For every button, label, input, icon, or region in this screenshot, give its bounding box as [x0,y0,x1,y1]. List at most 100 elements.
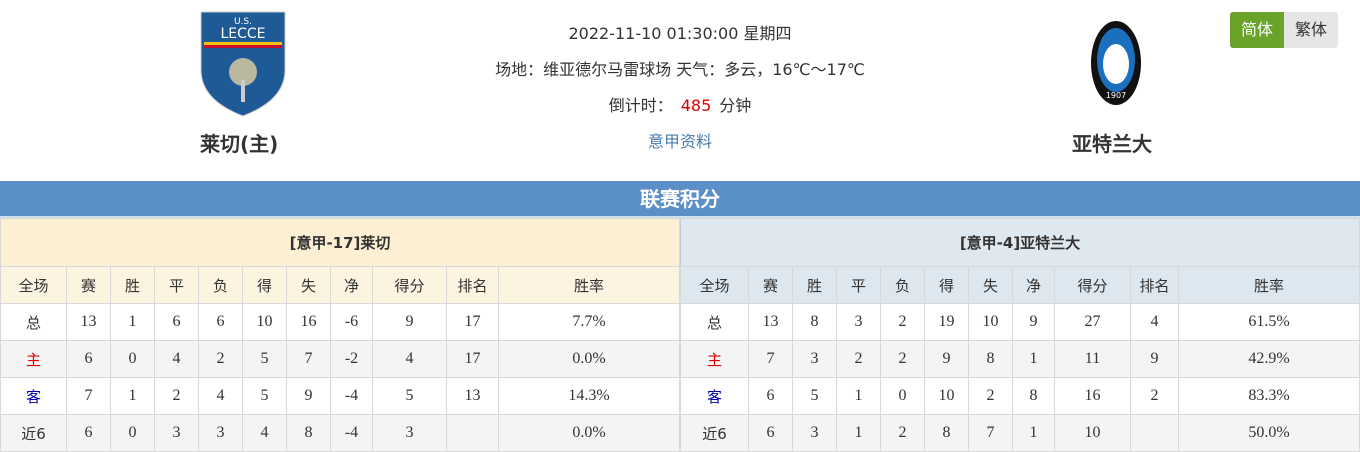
table-cell: 5 [792,377,837,415]
team-standing-title: [意甲-4]亚特兰大 [680,218,1360,267]
table-cell: 4 [198,377,243,415]
table-cell: 8 [968,340,1013,378]
row-label: 主 [680,340,749,378]
table-cell: 9 [1012,303,1055,341]
table-cell: 0.0% [498,414,680,452]
column-header: 赛 [748,266,793,304]
column-header: 失 [286,266,331,304]
column-header: 净 [1012,266,1055,304]
table-cell: 17 [446,303,499,341]
column-header: 得分 [372,266,447,304]
table-cell: 1 [1012,340,1055,378]
league-info-link[interactable]: 意甲资料 [647,132,712,151]
column-header: 全场 [0,266,67,304]
match-header: U.S. LECCE 莱切(主) 2022-11-10 01:30:00 星期四… [0,0,1360,181]
column-header: 得 [924,266,969,304]
table-cell: 2 [880,303,925,341]
table-cell: 0 [880,377,925,415]
venue-weather: 场地：维亚德尔马雷球场 天气：多云，16℃～17℃ [495,60,865,79]
table-cell: 1 [836,414,881,452]
table-cell: 4 [154,340,199,378]
table-cell: -2 [330,340,373,378]
column-header: 负 [880,266,925,304]
countdown-label: 倒计时： [608,96,673,115]
row-label: 主 [0,340,67,378]
table-cell: 2 [1130,377,1179,415]
table-cell: 2 [154,377,199,415]
table-row: 总 13 1 6 6 10 16 -6 9 17 7.7% [0,303,680,341]
column-header: 得 [242,266,287,304]
column-header: 胜率 [498,266,680,304]
column-header: 失 [968,266,1013,304]
table-cell: 0 [110,414,155,452]
row-label: 客 [680,377,749,415]
svg-text:1907: 1907 [1106,91,1126,100]
table-cell: 2 [198,340,243,378]
table-cell: 0.0% [498,340,680,378]
home-team-name[interactable]: 莱切(主) [200,132,279,156]
table-cell: 83.3% [1178,377,1360,415]
table-cell: 19 [924,303,969,341]
table-cell: 1 [110,303,155,341]
traditional-chinese-button[interactable]: 繁体 [1284,12,1338,48]
table-cell: 13 [66,303,111,341]
table-row: 近6 6 0 3 3 4 8 -4 3 0.0% [0,414,680,452]
countdown-unit: 分钟 [719,96,752,115]
row-label: 近6 [680,414,749,452]
table-cell: 5 [372,377,447,415]
table-cell: 7 [286,340,331,378]
table-cell: 16 [1054,377,1131,415]
table-cell: 8 [924,414,969,452]
table-cell: 14.3% [498,377,680,415]
table-cell: 9 [286,377,331,415]
column-header: 赛 [66,266,111,304]
table-cell: 17 [446,340,499,378]
table-cell: 3 [836,303,881,341]
table-cell: 10 [1054,414,1131,452]
table-cell: 6 [66,414,111,452]
column-header: 胜 [792,266,837,304]
table-cell: 10 [924,377,969,415]
table-cell: 2 [836,340,881,378]
table-cell: 3 [792,414,837,452]
table-cell: 2 [880,414,925,452]
column-header: 平 [836,266,881,304]
table-cell: 9 [1130,340,1179,378]
table-cell: 9 [924,340,969,378]
table-cell: 16 [286,303,331,341]
table-cell: 11 [1054,340,1131,378]
table-cell: 10 [242,303,287,341]
table-cell: 7.7% [498,303,680,341]
column-header: 胜 [110,266,155,304]
row-label: 总 [0,303,67,341]
table-row: 总 13 8 3 2 19 10 9 27 4 61.5% [680,303,1360,341]
row-label: 近6 [0,414,67,452]
table-cell: 2 [968,377,1013,415]
table-cell: 9 [372,303,447,341]
match-datetime: 2022-11-10 01:30:00 星期四 [568,24,792,43]
table-cell: 2 [880,340,925,378]
table-cell: 61.5% [1178,303,1360,341]
table-cell: -4 [330,377,373,415]
column-header: 得分 [1054,266,1131,304]
svg-text:U.S.: U.S. [234,17,252,27]
table-cell: 5 [242,340,287,378]
away-team-name[interactable]: 亚特兰大 [1072,132,1152,156]
column-header: 排名 [1130,266,1179,304]
table-cell: 42.9% [1178,340,1360,378]
table-cell: 27 [1054,303,1131,341]
table-cell: 13 [748,303,793,341]
home-standings-table: [意甲-17]莱切 全场赛胜平负得失净得分 排名 胜率总 13 1 6 6 10 16 -6 9 17 7… [0,218,680,452]
simplified-chinese-button[interactable]: 简体 [1230,12,1284,48]
away-standings-table: [意甲-4]亚特兰大 全场赛胜平负得失净得分 排名 胜率总 13 8 3 2 19 10 9 27 4 6… [680,218,1360,452]
table-cell: 4 [1130,303,1179,341]
table-cell: 8 [286,414,331,452]
column-header: 负 [198,266,243,304]
table-row: 主 7 3 2 2 9 8 1 11 9 42.9% [680,340,1360,378]
language-switch: 简体 繁体 [1230,12,1338,48]
column-header: 胜率 [1178,266,1360,304]
table-cell: 4 [372,340,447,378]
svg-text:LECCE: LECCE [220,26,265,42]
row-label: 客 [0,377,67,415]
table-cell: 6 [66,340,111,378]
